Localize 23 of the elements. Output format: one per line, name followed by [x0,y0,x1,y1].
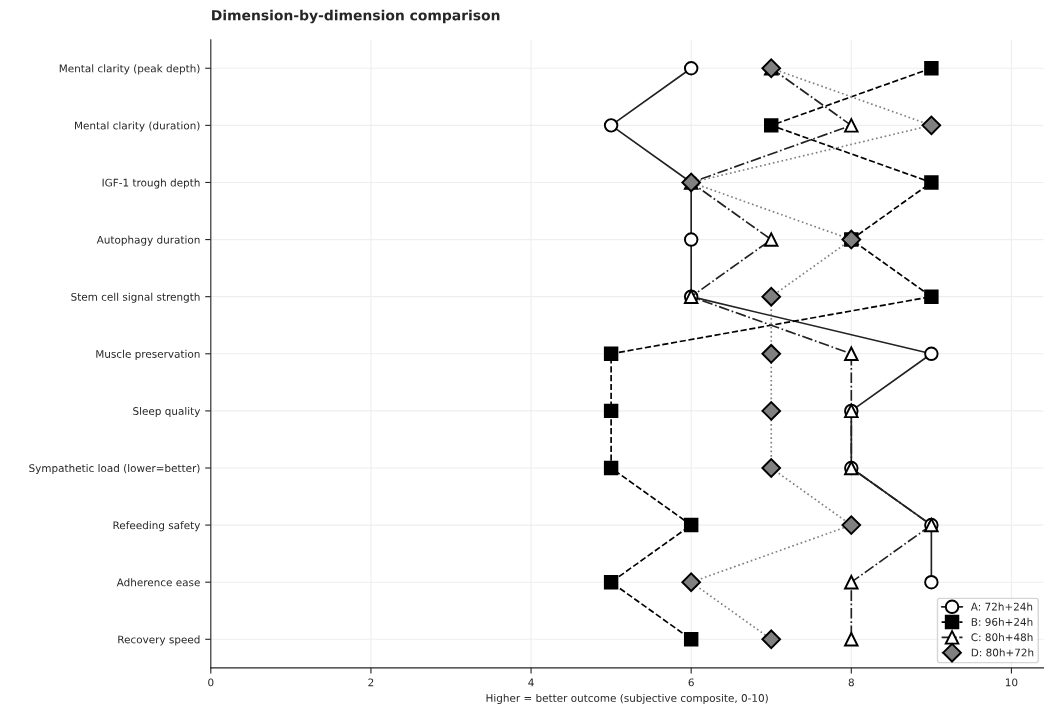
legend-label: B: 96h+24h [971,617,1033,626]
y-tick-label: Stem cell signal strength [71,292,200,303]
y-tick-label: Muscle preservation [96,349,200,360]
chart-title: Dimension-by-dimension comparison [212,9,500,24]
legend-label: A: 72h+24h [970,602,1033,611]
x-tick-label: 2 [368,678,374,687]
x-axis-title: Higher = better outcome (subjective composite, 0-10) [486,693,768,704]
y-tick-label: Mental clarity (duration) [75,121,200,132]
y-tick-label: Sleep quality [133,406,201,418]
legend-label: C: 80h+48h [971,633,1033,642]
y-tick-label: IGF-1 trough depth [102,178,200,189]
legend-label: D: 80h+72h [971,648,1034,657]
y-tick-label: Mental clarity (peak depth) [59,64,200,75]
y-tick-label: Recovery speed [118,635,200,646]
y-tick-label: Adherence ease [116,578,200,587]
y-tick-label: Autophagy duration [96,235,200,246]
y-tick-label: Sympathetic load (lower=better) [29,464,200,475]
y-tick-label: Refeeding safety [113,521,201,532]
x-tick-label: 8 [848,678,854,687]
x-tick-label: 0 [208,678,214,687]
x-tick-label: 10 [1005,678,1018,687]
x-tick-label: 4 [528,678,534,687]
x-tick-label: 6 [688,678,694,687]
